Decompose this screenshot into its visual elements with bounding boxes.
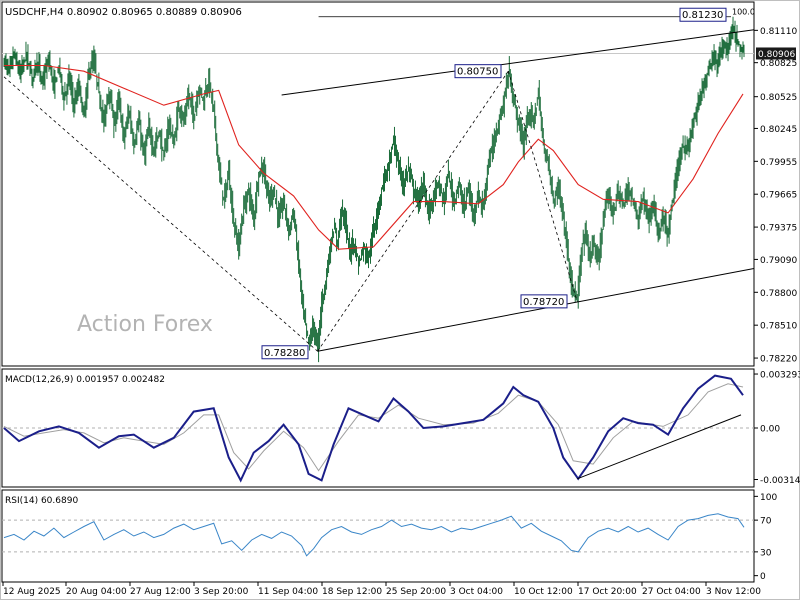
label-high-81230-box [679, 7, 727, 22]
zigzag-line [507, 71, 578, 302]
moving-average-line [4, 64, 744, 250]
x-tick-label: 27 Oct 04:00 [642, 587, 701, 597]
macd-y-tick-label: 0.003293 [760, 371, 800, 381]
price-current-line: 0.80906 [2, 47, 796, 60]
label-low-78280-box [261, 345, 309, 360]
label-low-78720: 0.78720 [523, 297, 564, 308]
x-tick-label: 11 Sep 04:00 [258, 587, 318, 597]
rsi-line [3, 513, 745, 557]
price-y-axis: 0.81110 0.80825 0.80525 0.80245 0.79955 0.796… [754, 27, 797, 365]
rsi-y-tick-label: 30 [760, 548, 772, 558]
macd-signal-line [3, 383, 744, 472]
x-tick-label: 25 Sep 20:00 [386, 587, 446, 597]
rsi-title: RSI(14) 60.6890 [5, 496, 78, 506]
rsi-panel-border [1, 489, 755, 583]
label-high-81230: 0.81230 [682, 10, 723, 21]
macd-y-axis: 0.003293 0.00 -0.003142 [2, 371, 800, 486]
label-fib-100: 100.0 [732, 8, 755, 17]
symbol-header: USDCHF,H4 0.80902 0.80965 0.80889 0.8090… [5, 7, 242, 18]
price-y-tick-label: 0.78220 [760, 355, 797, 365]
macd-panel: MACD(12,26,9) 0.001957 0.002482 0.003293… [1, 368, 800, 488]
price-panel: USDCHF,H4 0.80902 0.80965 0.80889 0.8090… [1, 1, 797, 367]
macd-y-tick-label: -0.003142 [760, 476, 800, 486]
price-y-tick-label: 0.79955 [760, 158, 797, 168]
macd-main-line [3, 374, 744, 483]
rsi-y-tick-label: 0 [760, 572, 766, 582]
price-y-tick-label: 0.80245 [760, 125, 797, 135]
macd-lines [3, 374, 744, 483]
macd-panel-border [1, 368, 755, 488]
rsi-panel: RSI(14) 60.6890 100 70 30 0 [1, 489, 777, 583]
zigzag-line [317, 70, 509, 352]
rsi-y-tick-label: 100 [760, 493, 777, 503]
rsi-y-tick-label: 70 [760, 517, 772, 527]
x-tick-label: 18 Sep 12:00 [322, 587, 382, 597]
time-x-axis: 12 Aug 2025 20 Aug 04:00 27 Aug 12:00 3 Sep… [2, 582, 761, 597]
current-price-tag [756, 47, 796, 60]
x-tick-label: 10 Oct 12:00 [514, 587, 573, 597]
label-high-80750: 0.80750 [457, 67, 498, 78]
rsi-lines [3, 513, 745, 557]
current-price-tag-label: 0.80906 [758, 50, 795, 60]
price-y-tick-label: 0.80525 [760, 93, 797, 103]
label-low-78720-box [520, 294, 568, 309]
x-tick-label: 27 Aug 12:00 [130, 587, 191, 597]
lower-channel-line [317, 267, 755, 352]
price-y-tick-label: 0.81110 [760, 27, 797, 37]
rsi-y-axis: 100 70 30 0 [2, 493, 777, 582]
macd-trendline [577, 414, 742, 480]
price-y-tick-label: 0.79090 [760, 256, 797, 266]
price-y-tick-label: 0.79665 [760, 191, 797, 201]
x-tick-label: 12 Aug 2025 [3, 587, 61, 597]
x-tick-label: 3 Sep 20:00 [194, 587, 249, 597]
macd-title: MACD(12,26,9) 0.001957 0.002482 [5, 375, 165, 385]
upper-channel-line [281, 29, 755, 96]
price-y-tick-label: 0.78800 [760, 289, 797, 299]
label-high-80750-box [454, 64, 502, 79]
label-low-78280: 0.78280 [264, 348, 305, 359]
x-tick-label: 20 Aug 04:00 [66, 587, 127, 597]
x-tick-label: 3 Oct 04:00 [450, 587, 503, 597]
price-y-tick-label: 0.80825 [760, 59, 797, 69]
x-tick-label: 17 Oct 20:00 [578, 587, 637, 597]
moving-average-series [4, 64, 744, 250]
x-tick-label: 3 Nov 12:00 [706, 587, 761, 597]
watermark: Action Forex [77, 312, 213, 337]
price-overlays: 0.78280 0.80750 0.78720 0.81230 100.0 [3, 7, 755, 360]
price-y-tick-label: 0.79375 [760, 224, 797, 234]
price-y-tick-label: 0.78510 [760, 322, 797, 332]
candlestick-series [3, 16, 745, 363]
macd-y-tick-label: 0.00 [760, 425, 780, 435]
